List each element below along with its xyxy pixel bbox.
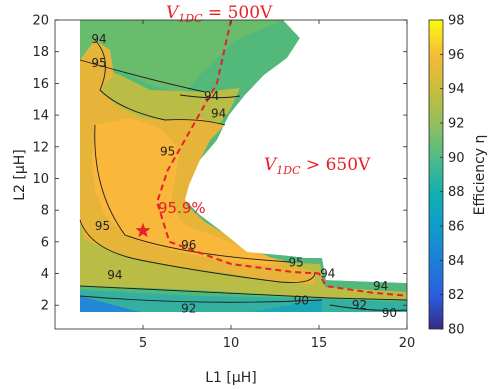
colorbar-ticks: 80 82 84 86 88 90 92 94 96 98 [440, 14, 465, 338]
contour-label: 92 [352, 298, 367, 312]
optimum-point: 95.9% [135, 199, 206, 238]
contour-94-mid [179, 94, 241, 99]
colorbar-label: Efficiency η [472, 135, 488, 216]
contour-lines [79, 39, 407, 311]
contour-label: 90 [294, 293, 309, 307]
y-axis-label: L2 [μH] [12, 149, 28, 201]
y-tick-label: 10 [32, 172, 49, 187]
contour-94-lower [79, 285, 407, 301]
colorbar-tick-label: 86 [448, 220, 465, 235]
colorbar-tick-label: 90 [448, 151, 465, 166]
contour-label: 94 [373, 279, 388, 293]
x-tick-label: 15 [311, 336, 328, 351]
colorbar [428, 19, 444, 330]
x-axis-label: L1 [μH] [205, 370, 257, 386]
contour-label: 94 [91, 32, 106, 46]
y-tick-label: 4 [41, 267, 49, 282]
contour-92 [79, 295, 323, 303]
y-tick-label: 20 [32, 14, 49, 29]
y-tick-label: 16 [32, 77, 49, 92]
x-tick-label: 20 [399, 336, 416, 351]
y-tick-label: 12 [32, 140, 49, 155]
boundary-annotation: V1DC = 500V [166, 3, 273, 25]
y-tick-label: 14 [32, 109, 49, 124]
optimum-star-icon [135, 222, 151, 238]
optimum-label: 95.9% [158, 199, 206, 217]
y-tick-label: 18 [32, 45, 49, 60]
contour-labels: 94 95 94 94 95 95 96 95 94 94 94 92 92 90 90 [91, 32, 397, 320]
colorbar-tick-label: 82 [448, 288, 465, 303]
region-annotation: V1DC > 650V [264, 155, 371, 177]
contour-95-left [94, 39, 226, 126]
contour-96 [94, 124, 291, 263]
colorbar-tick-label: 84 [448, 254, 465, 269]
colorbar-tick-label: 88 [448, 185, 465, 200]
contour-90 [329, 304, 407, 311]
vdc-500v-boundary-line [156, 20, 407, 297]
contour-label: 94 [211, 106, 226, 120]
colorbar-tick-label: 96 [448, 48, 465, 63]
contour-label: 94 [320, 267, 335, 281]
contour-label: 92 [181, 301, 196, 315]
contour-label: 95 [160, 145, 175, 159]
y-tick-label: 2 [41, 299, 49, 314]
region-low-blue [80, 296, 140, 312]
colorbar-tick-label: 98 [448, 14, 465, 29]
contour-label: 94 [107, 268, 122, 282]
region-teal [250, 300, 322, 312]
contour-label: 95 [288, 255, 303, 269]
y-axis-ticks: 2 4 6 8 10 12 14 16 18 20 [32, 14, 407, 314]
contour-label: 95 [91, 56, 106, 70]
x-tick-label: 5 [139, 336, 147, 351]
region-93 [80, 20, 283, 93]
contour-label: 90 [382, 306, 397, 320]
x-axis-ticks: 5 10 15 20 [139, 20, 415, 351]
contour-95 [79, 219, 316, 283]
colorbar-tick-label: 80 [448, 323, 465, 338]
x-tick-label: 10 [223, 336, 240, 351]
y-tick-label: 8 [41, 204, 49, 219]
contour-label: 95 [95, 219, 110, 233]
contour-94-upper [79, 59, 206, 93]
colorbar-tick-label: 92 [448, 117, 465, 132]
contour-fill [80, 20, 407, 312]
contour-label: 94 [204, 89, 219, 103]
colorbar-tick-label: 94 [448, 82, 465, 97]
y-tick-label: 6 [41, 235, 49, 250]
region-low-green [80, 290, 407, 312]
contour-label: 96 [181, 238, 196, 252]
region-vdc-over-650 [185, 20, 407, 283]
